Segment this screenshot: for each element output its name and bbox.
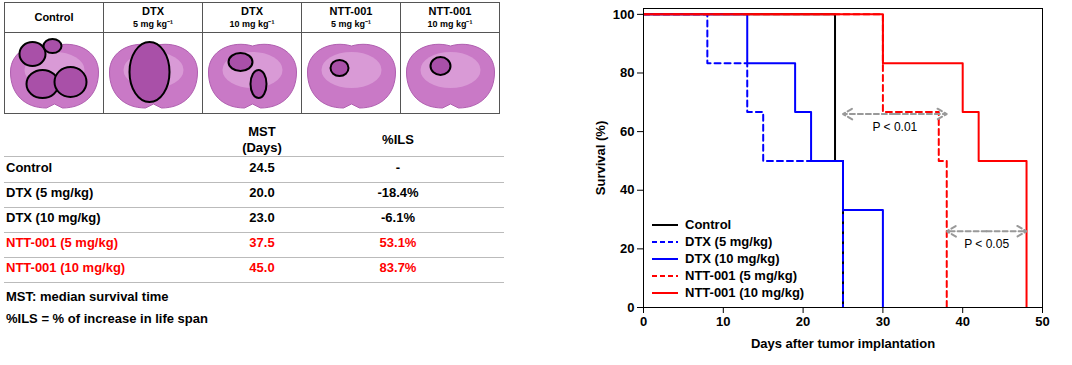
- svg-text:P < 0.05: P < 0.05: [964, 237, 1009, 251]
- svg-text:10: 10: [716, 314, 730, 329]
- html-text:Control: Control: [34, 11, 74, 23]
- html-text:37.5: 37.5: [249, 235, 275, 250]
- html-text:DTX (5 mg/kg): DTX (5 mg/kg): [6, 185, 94, 200]
- html-text:MST: MST: [248, 124, 276, 139]
- html-text:23.0: 23.0: [249, 210, 275, 225]
- html-text:83.7%: 83.7%: [379, 260, 417, 275]
- svg-text:20: 20: [620, 241, 634, 256]
- html-text:DTX (5 mg/kg): DTX (5 mg/kg): [685, 234, 773, 249]
- svg-text:60: 60: [620, 124, 634, 139]
- html-text:NTT-001 (10 mg/kg): NTT-001 (10 mg/kg): [6, 260, 126, 275]
- html-text:Control: Control: [6, 160, 53, 175]
- svg-text:100: 100: [613, 7, 635, 22]
- html-text:-18.4%: -18.4%: [377, 185, 419, 200]
- svg-text:Days after tumor implantation: Days after tumor implantation: [751, 336, 935, 351]
- html-text:53.1%: 53.1%: [379, 235, 417, 250]
- svg-text:P < 0.01: P < 0.01: [872, 120, 917, 134]
- svg-text:Survival (%): Survival (%): [593, 121, 608, 195]
- html-text:-6.1%: -6.1%: [381, 210, 415, 225]
- html-text:10 mg kg⁻¹: 10 mg kg⁻¹: [229, 19, 275, 29]
- html-text:DTX: DTX: [142, 5, 164, 17]
- html-text:NTT-001: NTT-001: [329, 5, 373, 17]
- html-text:45.0: 45.0: [249, 260, 275, 275]
- html-text:MST: median survival time: MST: median survival time: [6, 289, 169, 304]
- html-text:5 mg kg⁻¹: 5 mg kg⁻¹: [331, 19, 371, 29]
- html-text:%ILS = % of increase in life s: %ILS = % of increase in life span: [6, 311, 208, 326]
- html-text:10 mg kg⁻¹: 10 mg kg⁻¹: [427, 19, 473, 29]
- html-text:DTX (10 mg/kg): DTX (10 mg/kg): [6, 210, 101, 225]
- html-text:5 mg kg⁻¹: 5 mg kg⁻¹: [133, 19, 173, 29]
- html-text:%ILS: %ILS: [382, 132, 414, 147]
- svg-text:0: 0: [640, 314, 647, 329]
- html-text:NTT-001 (5 mg/kg): NTT-001 (5 mg/kg): [6, 235, 118, 250]
- html-text:NTT-001 (5 mg/kg): NTT-001 (5 mg/kg): [685, 268, 797, 283]
- svg-text:20: 20: [796, 314, 810, 329]
- html-text:DTX (10 mg/kg): DTX (10 mg/kg): [685, 251, 780, 266]
- svg-text:0: 0: [627, 300, 634, 315]
- html-text:20.0: 20.0: [249, 185, 275, 200]
- svg-text:40: 40: [620, 182, 634, 197]
- html-text:(Days): (Days): [242, 140, 282, 155]
- svg-text:80: 80: [620, 65, 634, 80]
- svg-text:30: 30: [876, 314, 890, 329]
- svg-text:50: 50: [1035, 314, 1049, 329]
- svg-text:40: 40: [955, 314, 969, 329]
- html-text:NTT-001 (10 mg/kg): NTT-001 (10 mg/kg): [685, 285, 805, 300]
- html-text:Control: Control: [685, 217, 732, 232]
- html-text:24.5: 24.5: [249, 160, 275, 175]
- html-text:DTX: DTX: [241, 5, 263, 17]
- html-text:NTT-001: NTT-001: [428, 5, 472, 17]
